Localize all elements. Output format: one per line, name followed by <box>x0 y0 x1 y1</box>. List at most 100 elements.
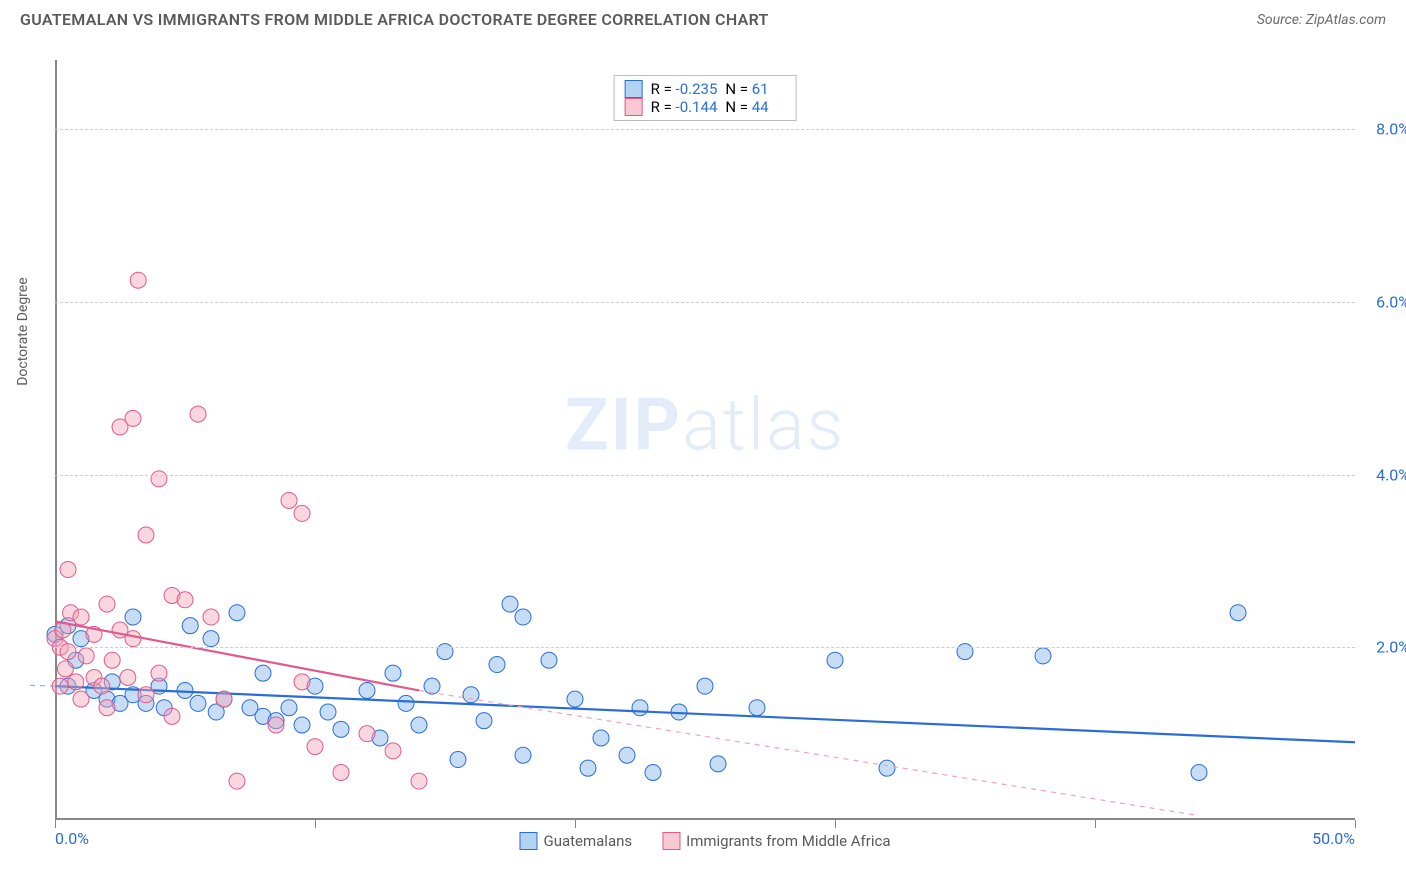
data-point <box>411 717 427 733</box>
data-point <box>229 605 245 621</box>
data-point <box>281 700 297 716</box>
data-point <box>450 752 466 768</box>
data-point <box>190 695 206 711</box>
n-label: N = 61 <box>725 80 785 98</box>
data-point <box>125 609 141 625</box>
data-point <box>182 618 198 634</box>
legend-label: Guatemalans <box>543 832 632 850</box>
data-point <box>1230 605 1246 621</box>
data-point <box>1035 648 1051 664</box>
x-tick <box>315 820 316 828</box>
data-point <box>411 773 427 789</box>
data-point <box>957 644 973 660</box>
data-point <box>125 631 141 647</box>
gridline <box>55 129 1355 130</box>
data-point <box>502 596 518 612</box>
data-point <box>78 648 94 664</box>
x-tick <box>835 820 836 828</box>
legend-label: Immigrants from Middle Africa <box>686 832 890 850</box>
stats-row: R = -0.144 N = 44 <box>625 98 786 116</box>
gridline <box>55 475 1355 476</box>
y-tick-label: 6.0% <box>1376 292 1406 311</box>
trend-dash <box>419 690 1199 815</box>
data-point <box>281 492 297 508</box>
data-point <box>216 691 232 707</box>
data-point <box>398 695 414 711</box>
data-point <box>151 665 167 681</box>
source-label: Source: ZipAtlas.com <box>1257 12 1386 28</box>
data-point <box>827 652 843 668</box>
data-point <box>99 700 115 716</box>
data-point <box>120 670 136 686</box>
data-point <box>580 760 596 776</box>
data-point <box>203 631 219 647</box>
data-point <box>567 691 583 707</box>
legend-item: Immigrants from Middle Africa <box>662 832 890 850</box>
data-point <box>1191 765 1207 781</box>
legend-swatch <box>662 832 680 850</box>
data-point <box>294 674 310 690</box>
data-point <box>541 652 557 668</box>
gridline <box>55 647 1355 648</box>
data-point <box>130 272 146 288</box>
data-point <box>645 765 661 781</box>
trend-dash <box>29 685 55 686</box>
legend-item: Guatemalans <box>519 832 632 850</box>
data-point <box>52 678 68 694</box>
data-point <box>294 505 310 521</box>
data-point <box>619 747 635 763</box>
stats-legend: R = -0.235 N = 61 R = -0.144 N = 44 <box>614 75 797 121</box>
x-tick-label: 50.0% <box>1312 829 1355 848</box>
data-point <box>60 644 76 660</box>
data-point <box>879 760 895 776</box>
data-point <box>164 708 180 724</box>
scatter-plot: ZIPatlas R = -0.235N = 61R = -0.144N = 4… <box>55 60 1355 820</box>
data-point <box>710 756 726 772</box>
chart-title: GUATEMALAN VS IMMIGRANTS FROM MIDDLE AFR… <box>20 10 769 29</box>
data-point <box>268 717 284 733</box>
r-label: R = -0.144 <box>651 98 718 116</box>
legend-swatch <box>625 80 643 98</box>
data-point <box>333 721 349 737</box>
x-tick <box>575 820 576 828</box>
y-axis-label: Doctorate Degree <box>15 277 31 385</box>
data-point <box>73 609 89 625</box>
data-point <box>385 743 401 759</box>
data-point <box>593 730 609 746</box>
data-point <box>749 700 765 716</box>
data-point <box>359 726 375 742</box>
data-point <box>255 665 271 681</box>
r-label: R = -0.235 <box>651 80 718 98</box>
data-point <box>437 644 453 660</box>
data-point <box>424 678 440 694</box>
data-point <box>138 687 154 703</box>
stats-row: R = -0.235 N = 61 <box>625 80 786 98</box>
x-tick <box>1095 820 1096 828</box>
n-label: N = 44 <box>725 98 785 116</box>
data-point <box>57 661 73 677</box>
data-point <box>229 773 245 789</box>
data-point <box>94 678 110 694</box>
data-point <box>151 471 167 487</box>
y-tick-label: 4.0% <box>1376 465 1406 484</box>
series-legend: Guatemalans Immigrants from Middle Africa <box>519 832 890 850</box>
data-point <box>697 678 713 694</box>
gridline <box>55 302 1355 303</box>
data-point <box>138 527 154 543</box>
data-point <box>489 657 505 673</box>
data-point <box>125 410 141 426</box>
data-point <box>190 406 206 422</box>
data-point <box>515 747 531 763</box>
data-point <box>359 682 375 698</box>
data-point <box>203 609 219 625</box>
data-point <box>307 739 323 755</box>
legend-swatch <box>625 98 643 116</box>
x-tick-label: 0.0% <box>55 829 89 848</box>
data-point <box>515 609 531 625</box>
x-tick <box>1355 820 1356 828</box>
y-tick-label: 8.0% <box>1376 120 1406 139</box>
data-point <box>177 592 193 608</box>
data-point <box>333 765 349 781</box>
data-point <box>385 665 401 681</box>
data-point <box>476 713 492 729</box>
